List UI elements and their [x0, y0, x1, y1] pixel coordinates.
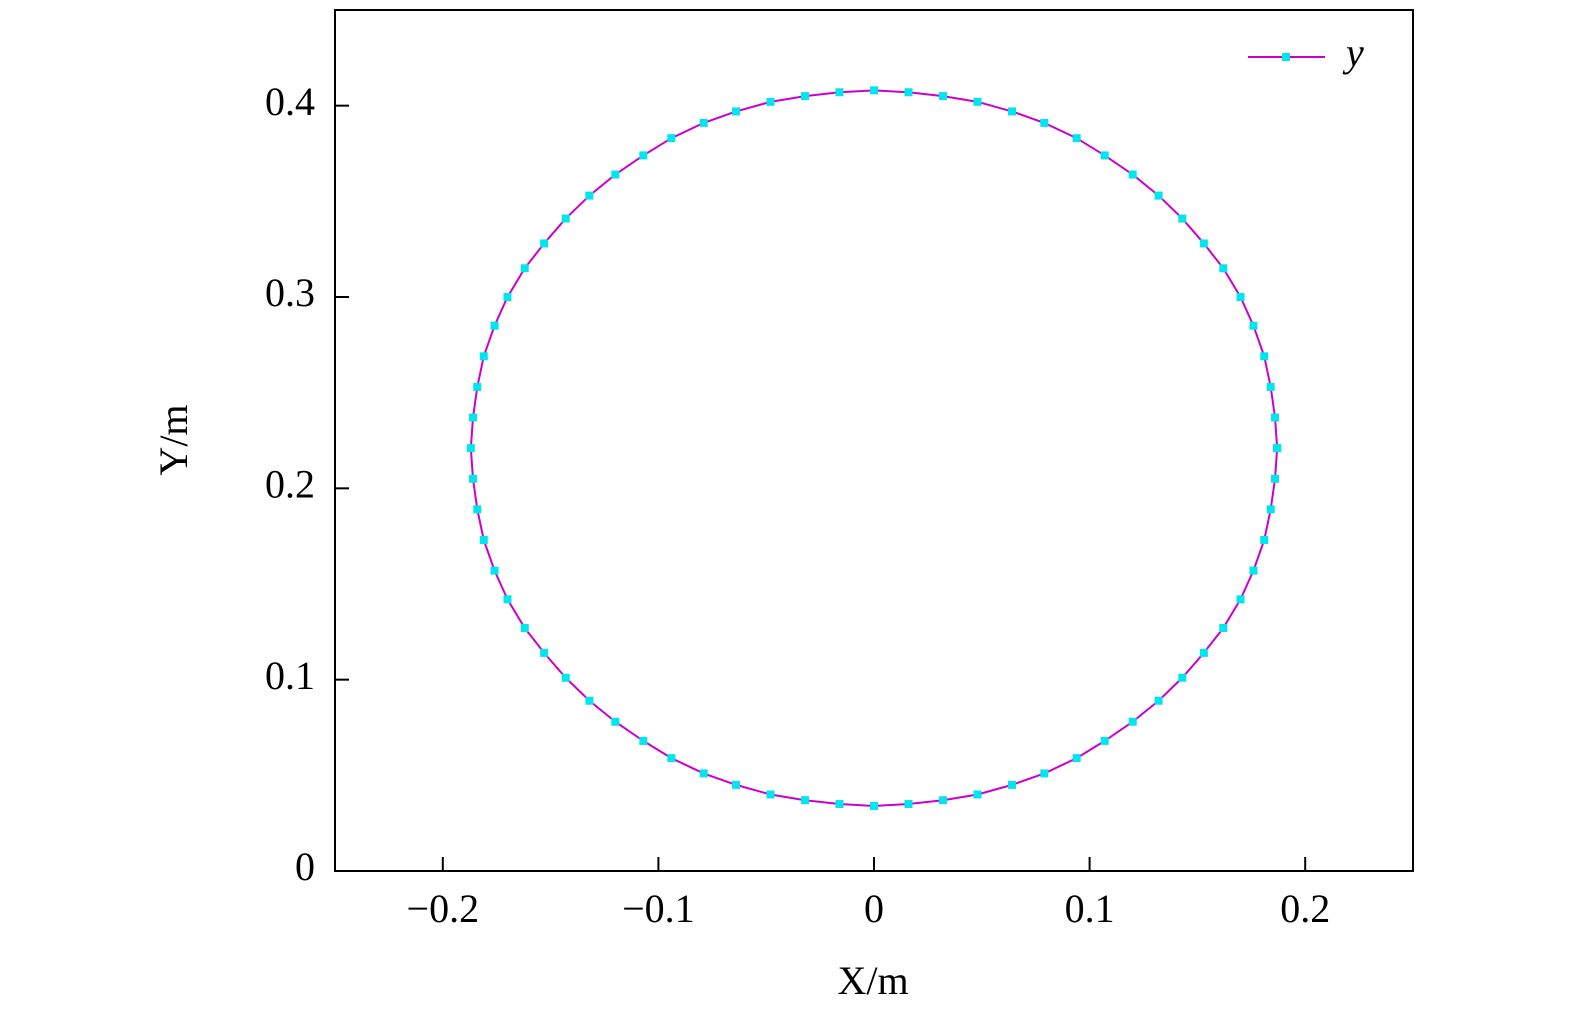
marker	[1072, 754, 1081, 763]
marker	[1100, 151, 1109, 160]
marker	[1040, 118, 1049, 127]
marker	[468, 413, 477, 422]
marker	[1100, 736, 1109, 745]
marker	[561, 673, 570, 682]
marker	[1219, 264, 1228, 273]
marker	[699, 118, 708, 127]
marker	[503, 595, 512, 604]
marker	[835, 800, 844, 809]
marker	[473, 382, 482, 391]
marker	[1266, 382, 1275, 391]
marker	[801, 796, 810, 805]
marker	[540, 239, 549, 248]
marker	[766, 97, 775, 106]
plot-frame	[334, 9, 1414, 872]
y-tick-label: 0.4	[265, 79, 315, 124]
marker	[540, 648, 549, 657]
marker	[938, 796, 947, 805]
marker	[1199, 239, 1208, 248]
marker	[1199, 648, 1208, 657]
x-tick-label: 0	[864, 886, 884, 931]
marker	[667, 754, 676, 763]
marker	[904, 800, 913, 809]
x-tick-label: −0.2	[407, 886, 480, 931]
marker	[490, 321, 499, 330]
marker	[479, 535, 488, 544]
marker	[835, 88, 844, 97]
marker	[766, 790, 775, 799]
legend-marker	[1282, 53, 1290, 61]
marker	[520, 624, 529, 633]
marker	[561, 214, 570, 223]
y-tick-label: 0.2	[265, 462, 315, 507]
marker	[1260, 352, 1269, 361]
marker	[1236, 595, 1245, 604]
marker	[1273, 444, 1282, 453]
marker	[973, 790, 982, 799]
marker	[1007, 780, 1016, 789]
marker	[473, 505, 482, 514]
marker	[1128, 717, 1137, 726]
marker	[1260, 535, 1269, 544]
marker	[479, 352, 488, 361]
marker	[1128, 170, 1137, 179]
marker	[1154, 191, 1163, 200]
marker	[973, 97, 982, 106]
marker	[870, 86, 878, 95]
marker	[1154, 696, 1163, 705]
y-tick-label: 0	[295, 844, 315, 889]
marker	[732, 780, 741, 789]
marker	[1040, 769, 1049, 778]
x-tick-label: −0.1	[622, 886, 695, 931]
marker	[699, 769, 708, 778]
y-tick-label: 0.1	[265, 653, 315, 698]
legend-label: y	[1342, 30, 1364, 75]
marker	[466, 444, 475, 453]
y-axis-label: Y/m	[151, 404, 196, 475]
x-axis-label: X/m	[837, 958, 908, 1003]
marker	[1219, 624, 1228, 633]
marker	[520, 264, 529, 273]
marker	[1178, 214, 1187, 223]
marker	[667, 134, 676, 143]
marker	[639, 151, 648, 160]
marker	[585, 696, 594, 705]
marker	[1271, 413, 1280, 422]
marker	[1271, 474, 1280, 483]
marker	[904, 88, 913, 97]
marker	[801, 92, 810, 101]
x-tick-label: 0.2	[1280, 886, 1330, 931]
marker	[1007, 107, 1016, 116]
marker	[585, 191, 594, 200]
marker	[1249, 321, 1258, 330]
marker	[611, 717, 620, 726]
marker	[1249, 566, 1258, 575]
marker	[732, 107, 741, 116]
marker	[1236, 293, 1245, 301]
marker	[1178, 673, 1187, 682]
y-tick-label: 0.3	[265, 270, 315, 315]
marker	[1266, 505, 1275, 514]
marker	[1072, 134, 1081, 143]
marker	[468, 474, 477, 483]
marker	[870, 801, 878, 810]
marker	[639, 736, 648, 745]
marker	[490, 566, 499, 575]
x-tick-label: 0.1	[1065, 886, 1115, 931]
marker	[938, 92, 947, 101]
marker	[503, 293, 512, 301]
marker	[611, 170, 620, 179]
